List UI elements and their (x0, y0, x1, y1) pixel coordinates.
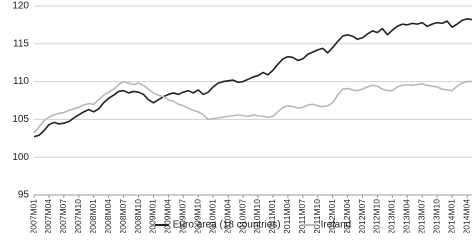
x-tick-label: 2010M10 (252, 199, 262, 233)
x-tick-label: 2007M04 (43, 199, 53, 233)
series-line (33, 18, 473, 138)
x-tick-label: 2008M10 (133, 199, 143, 233)
y-tick-label: 95 (18, 190, 30, 201)
x-tick-label: 2007M01 (28, 199, 38, 233)
x-tick-label: 2009M04 (163, 199, 173, 233)
legend: Euro area (18 countries) Ireland (154, 220, 352, 231)
x-tick-label: 2011M10 (312, 199, 322, 233)
x-tick-label: 2009M07 (178, 199, 188, 233)
x-tick-label: 2008M07 (118, 199, 128, 233)
series-line (33, 80, 472, 134)
x-tick-label: 2011M04 (282, 199, 292, 233)
x-tick-label: 2013M01 (387, 199, 397, 233)
legend-label: Ireland (321, 220, 352, 231)
legend-label: Euro area (18 countries) (173, 220, 281, 231)
y-tick-label: 105 (12, 114, 29, 125)
x-tick-label: 2013M10 (431, 199, 441, 233)
x-tick-label: 2014M01 (446, 199, 456, 233)
x-tick-label: 2012M07 (357, 199, 367, 233)
y-tick-label: 100 (12, 152, 29, 163)
x-tick-label: 2012M10 (372, 199, 382, 233)
x-tick-label: 2012M01 (327, 199, 337, 233)
x-tick-label: 2009M10 (193, 199, 203, 233)
x-tick-label: 2007M07 (58, 199, 68, 233)
x-tick-label: 2013M07 (416, 199, 426, 233)
y-tick-label: 120 (12, 1, 29, 12)
x-tick-label: 2010M07 (237, 199, 247, 233)
x-tick-label: 2011M01 (267, 199, 277, 233)
y-tick-label: 110 (13, 76, 29, 87)
x-tick-label: 2007M10 (73, 199, 83, 233)
x-tick-label: 2010M04 (222, 199, 232, 233)
x-tick-label: 2010M01 (207, 199, 217, 233)
y-tick-label: 115 (13, 38, 29, 49)
x-tick-label: 2012M04 (342, 199, 352, 233)
x-tick-label: 2014M04 (461, 199, 471, 233)
x-tick-label: 2009M01 (148, 199, 158, 233)
x-tick-label: 2008M01 (88, 199, 98, 233)
page: {"chart_data": {"type": "line", "categor… (12, 0, 473, 233)
x-tick-label: 2011M07 (297, 199, 307, 233)
x-tick-label: 2013M04 (402, 199, 412, 233)
chart: 95 100 105 110 115 120 2007M01 2007M04 2007M07 20… (12, 1, 473, 233)
x-tick-label: 2008M04 (103, 199, 113, 233)
